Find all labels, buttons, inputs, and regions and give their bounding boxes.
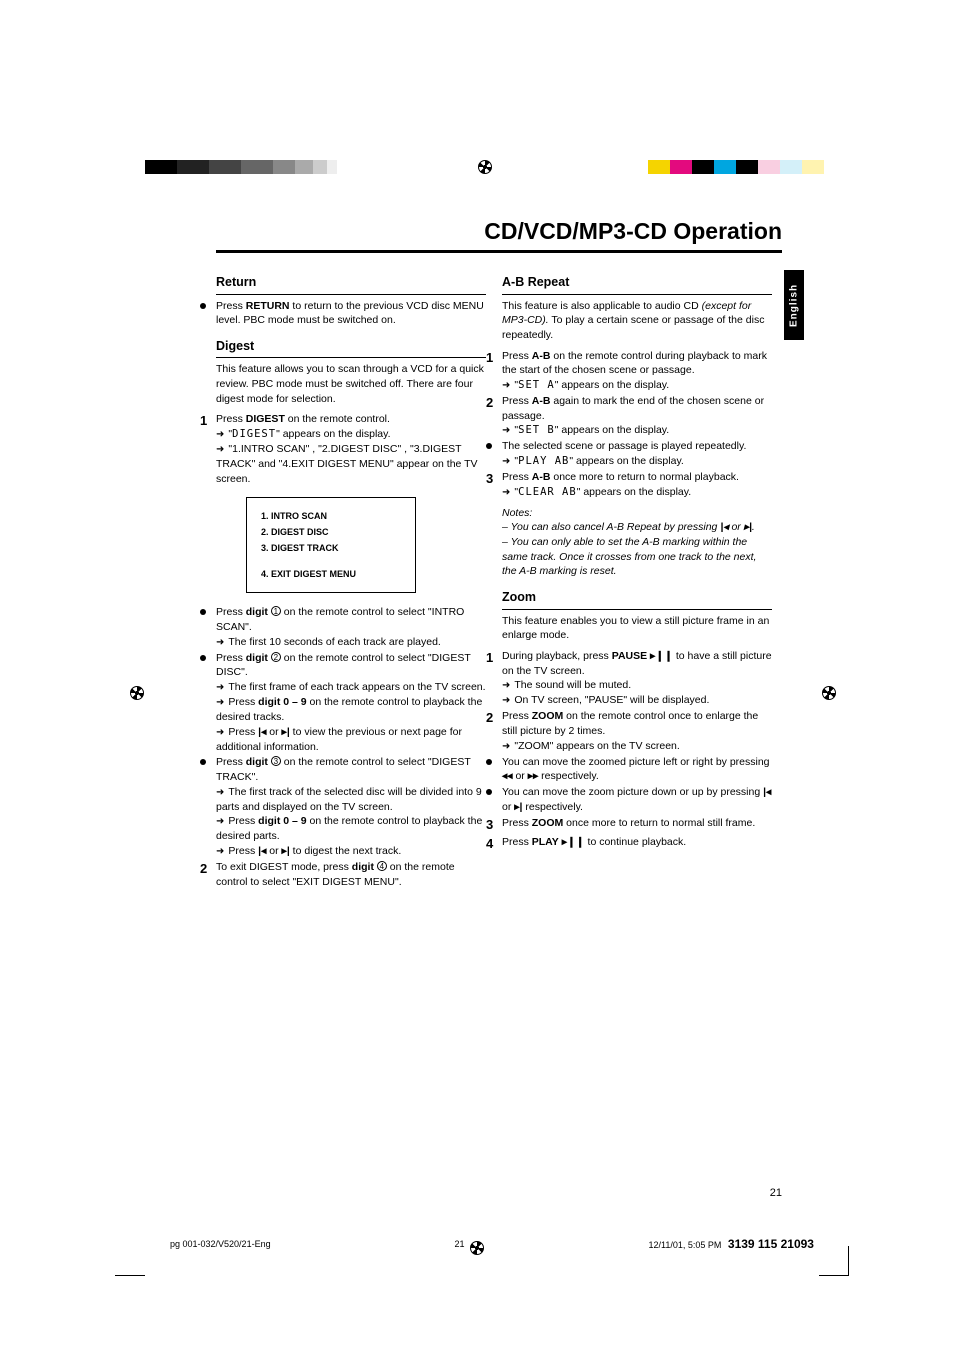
digest-exit: To exit DIGEST mode, press digit 4 on th… xyxy=(216,860,486,889)
bullet-icon xyxy=(200,759,206,765)
footer-file-ref: pg 001-032/V520/21-Eng xyxy=(170,1239,271,1249)
skip-forward-icon: ▸| xyxy=(282,845,290,857)
step-number: 2 xyxy=(486,709,500,753)
zoom-move-lr: You can move the zoomed picture left or … xyxy=(502,755,772,784)
skip-forward-icon: ▸| xyxy=(282,726,290,738)
zoom-step-3: Press ZOOM once more to return to normal… xyxy=(502,816,755,834)
result-line: "SET B" appears on the display. xyxy=(502,423,772,438)
zoom-move-ud: You can move the zoom picture down or up… xyxy=(502,785,772,814)
ab-step-3: Press A-B once more to return to normal … xyxy=(502,470,739,500)
zoom-heading: Zoom xyxy=(502,589,772,610)
page-title: CD/VCD/MP3-CD Operation xyxy=(484,218,782,245)
step-number: 1 xyxy=(486,649,500,708)
left-tone-bars xyxy=(145,160,337,174)
rewind-icon: ◂◂ xyxy=(502,770,513,782)
circled-digit-icon: 4 xyxy=(377,861,387,871)
return-text: Press RETURN to return to the previous V… xyxy=(216,299,486,328)
result-line: "DIGEST" appears on the display. xyxy=(216,427,486,442)
notes-block: Notes: – You can also cancel A-B Repeat … xyxy=(502,506,772,579)
language-tab: English xyxy=(784,270,804,340)
left-column: Return Press RETURN to return to the pre… xyxy=(216,268,486,900)
title-rule xyxy=(216,250,782,253)
ab-intro: This feature is also applicable to audio… xyxy=(502,299,772,343)
digest-disc: Press digit 2 on the remote control to s… xyxy=(216,651,486,755)
note-1: – You can also cancel A-B Repeat by pres… xyxy=(502,520,772,535)
fast-forward-icon: ▸▸ xyxy=(528,770,539,782)
step-number: 2 xyxy=(200,860,214,889)
zoom-step-1: During playback, press PAUSE ▸❙❙ to have… xyxy=(502,649,772,708)
note-2: – You can only able to set the A-B marki… xyxy=(502,535,772,579)
menu-item: 2. DIGEST DISC xyxy=(261,524,401,540)
footer: pg 001-032/V520/21-Eng 21 12/11/01, 5:05… xyxy=(170,1237,814,1251)
result-line: On TV screen, "PAUSE" will be displayed. xyxy=(502,693,772,708)
registration-mark-icon xyxy=(130,686,144,700)
skip-back-icon: |◂ xyxy=(720,521,728,533)
registration-mark-icon xyxy=(822,686,836,700)
digest-track: Press digit 3 on the remote control to s… xyxy=(216,755,486,859)
step-number: 1 xyxy=(200,412,214,486)
digest-heading: Digest xyxy=(216,338,486,359)
result-line: Press digit 0 – 9 on the remote control … xyxy=(216,695,486,725)
result-line: Press |◂ or ▸| to view the previous or n… xyxy=(216,725,486,755)
footer-page-num: 21 xyxy=(455,1239,465,1249)
skip-forward-icon: ▸| xyxy=(744,521,752,533)
right-color-bars xyxy=(648,160,824,174)
ab-repeat-play: The selected scene or passage is played … xyxy=(502,439,746,469)
result-line: The sound will be muted. xyxy=(502,678,772,693)
digest-step-1: Press DIGEST on the remote control. "DIG… xyxy=(216,412,486,486)
ab-step-2: Press A-B again to mark the end of the c… xyxy=(502,394,772,438)
ab-repeat-heading: A-B Repeat xyxy=(502,274,772,295)
tv-menu-box: 1. INTRO SCAN 2. DIGEST DISC 3. DIGEST T… xyxy=(246,497,416,594)
play-pause-icon: ▸❙❙ xyxy=(650,650,673,662)
result-line: Press |◂ or ▸| to digest the next track. xyxy=(216,844,486,859)
result-line: "CLEAR AB" appears on the display. xyxy=(502,485,739,500)
right-column: A-B Repeat This feature is also applicab… xyxy=(502,268,772,863)
circled-digit-icon: 2 xyxy=(271,652,281,662)
skip-back-icon: |◂ xyxy=(763,786,771,798)
menu-item: 4. EXIT DIGEST MENU xyxy=(261,566,401,582)
result-line: "1.INTRO SCAN" , "2.DIGEST DISC" , "3.DI… xyxy=(216,442,486,486)
crop-mark-icon xyxy=(115,1246,145,1276)
return-heading: Return xyxy=(216,274,486,295)
page-number: 21 xyxy=(770,1187,782,1199)
step-number: 1 xyxy=(486,349,500,393)
result-line: "SET A" appears on the display. xyxy=(502,378,772,393)
step-number: 3 xyxy=(486,816,500,834)
ab-step-1: Press A-B on the remote control during p… xyxy=(502,349,772,393)
bullet-icon xyxy=(200,609,206,615)
result-line: Press digit 0 – 9 on the remote control … xyxy=(216,814,486,844)
menu-item: 1. INTRO SCAN xyxy=(261,508,401,524)
bullet-icon xyxy=(200,655,206,661)
zoom-step-2: Press ZOOM on the remote control once to… xyxy=(502,709,772,753)
bullet-icon xyxy=(486,443,492,449)
zoom-step-4: Press PLAY ▸❙❙ to continue playback. xyxy=(502,835,686,853)
header-print-marks xyxy=(145,155,824,179)
bullet-icon xyxy=(200,303,206,309)
result-line: "ZOOM" appears on the TV screen. xyxy=(502,739,772,754)
circled-digit-icon: 1 xyxy=(271,606,281,616)
result-line: The first track of the selected disc wil… xyxy=(216,785,486,815)
result-line: "PLAY AB" appears on the display. xyxy=(502,454,746,469)
notes-label: Notes: xyxy=(502,506,772,521)
zoom-intro: This feature enables you to view a still… xyxy=(502,614,772,643)
footer-timestamp-code: 12/11/01, 5:05 PM 3139 115 21093 xyxy=(648,1237,814,1251)
digest-intro: This feature allows you to scan through … xyxy=(216,362,486,406)
step-number: 2 xyxy=(486,394,500,438)
result-line: The first frame of each track appears on… xyxy=(216,680,486,695)
bullet-icon xyxy=(486,759,492,765)
bullet-icon xyxy=(486,789,492,795)
result-line: The first 10 seconds of each track are p… xyxy=(216,635,486,650)
registration-mark-icon xyxy=(478,160,492,174)
crop-mark-icon xyxy=(819,1246,849,1276)
menu-item: 3. DIGEST TRACK xyxy=(261,540,401,556)
digest-intro-scan: Press digit 1 on the remote control to s… xyxy=(216,605,486,649)
step-number: 3 xyxy=(486,470,500,500)
circled-digit-icon: 3 xyxy=(271,756,281,766)
play-pause-icon: ▸❙❙ xyxy=(562,836,585,848)
step-number: 4 xyxy=(486,835,500,853)
